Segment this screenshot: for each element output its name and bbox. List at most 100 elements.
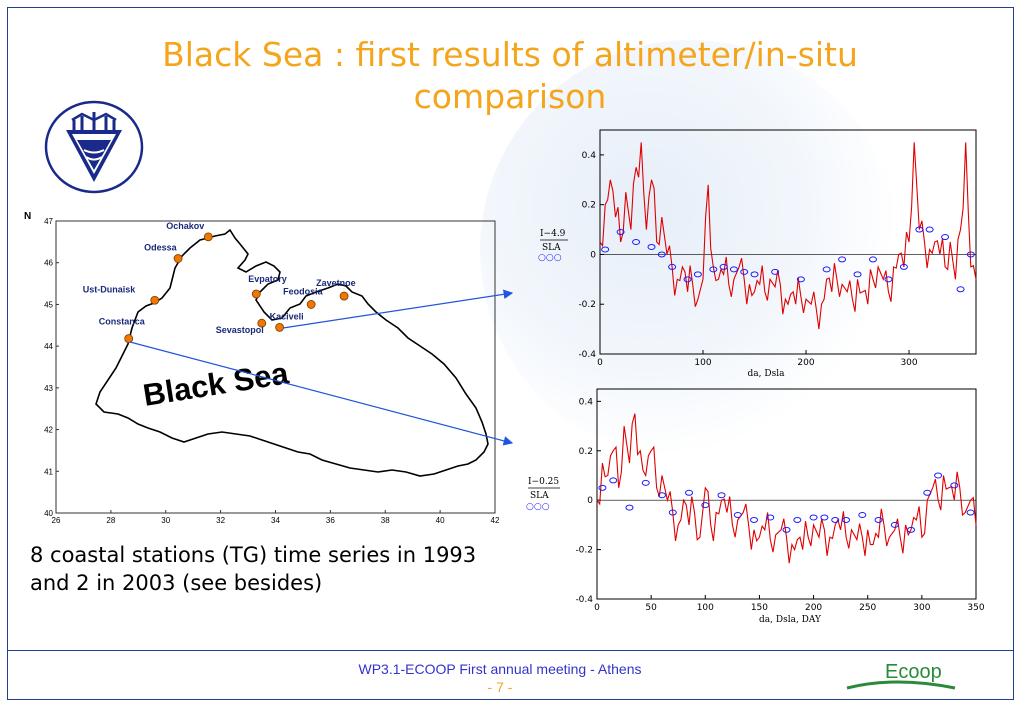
station-marker xyxy=(339,291,349,301)
series-marker xyxy=(915,226,924,233)
x-tick-label: 100 xyxy=(697,603,714,613)
series-marker xyxy=(750,271,759,278)
series-marker xyxy=(616,229,625,236)
series-marker xyxy=(874,516,883,523)
page-number: - 7 - xyxy=(487,679,513,695)
series-marker xyxy=(625,504,634,511)
caption-line-2: and 2 in 2003 (see besides) xyxy=(30,571,323,595)
y-tick-label: 0.2 xyxy=(579,447,593,457)
x-tick-label: 200 xyxy=(805,603,822,613)
map-y-ticks: 40 41 42 43 44 45 46 47 xyxy=(44,217,59,518)
series-marker xyxy=(796,276,805,283)
slide-caption: 8 coastal stations (TG) time series in 1… xyxy=(30,541,550,597)
map-x-ticks: 26 28 30 32 34 36 38 40 42 xyxy=(52,510,500,525)
series-marker xyxy=(601,246,610,253)
chart1-ylabel-line2: SLA xyxy=(542,243,561,253)
series-marker xyxy=(858,512,867,518)
station-marker xyxy=(251,289,261,299)
station-marker xyxy=(257,318,267,328)
y-tick-label: -0.2 xyxy=(575,546,593,556)
series-marker xyxy=(782,526,791,533)
footer-divider xyxy=(8,650,1013,651)
chart1-ylabel-line3: ○○○ xyxy=(538,253,562,263)
series-marker xyxy=(941,234,950,241)
y-tick-label: 0.4 xyxy=(582,151,597,161)
station-marker xyxy=(173,254,183,263)
series-marker xyxy=(899,263,908,270)
x-tick-label: 300 xyxy=(900,358,917,368)
map-y-tick-label: 44 xyxy=(44,342,53,351)
chart1-ylabel-line1: I−4.9 xyxy=(540,229,566,239)
ecoop-logo-icon: Ecoop xyxy=(846,661,956,690)
series-marker xyxy=(907,526,916,533)
arrow-kaciveli-to-chart1 xyxy=(282,289,514,329)
map-x-tick-label: 32 xyxy=(216,516,225,525)
station-label: Sevastopol xyxy=(216,325,264,335)
x-tick-label: 0 xyxy=(597,358,603,368)
series-marker xyxy=(820,514,829,521)
x-tick-label: 350 xyxy=(967,603,984,613)
slide-footer: WP3.1-ECOOP First annual meeting - Athen… xyxy=(250,660,750,696)
map-y-tick-label: 42 xyxy=(44,426,53,435)
series-marker xyxy=(657,492,666,499)
map-north-label: N xyxy=(24,211,31,222)
map-x-tick-label: 42 xyxy=(491,516,500,525)
series-marker xyxy=(733,512,742,518)
series-line xyxy=(596,413,977,564)
map-x-tick-label: 34 xyxy=(271,516,280,525)
series-marker xyxy=(925,226,934,233)
chart1-xlabel: da, Dsla xyxy=(748,369,786,378)
series-marker xyxy=(598,484,607,491)
series-marker xyxy=(685,489,694,496)
series-marker xyxy=(729,266,738,273)
series-marker xyxy=(923,489,932,496)
title-line-1: Black Sea : first results of altimeter/i… xyxy=(162,35,858,74)
series-marker xyxy=(934,472,943,479)
map-y-tick-label: 45 xyxy=(44,300,53,309)
series-marker xyxy=(831,516,840,523)
series-marker xyxy=(822,266,831,273)
y-tick-label: 0.4 xyxy=(579,397,594,407)
station-marker xyxy=(124,334,134,344)
chart2-ylabel-line3: ○○○ xyxy=(526,502,550,512)
y-tick-label: -0.4 xyxy=(575,595,593,605)
chart2-ylabel-line2: SLA xyxy=(530,491,549,501)
map-y-tick-label: 43 xyxy=(44,384,53,393)
series-marker xyxy=(890,521,899,528)
x-tick-label: 150 xyxy=(751,603,768,613)
arrow-constanca-to-chart2 xyxy=(129,341,514,446)
series-marker xyxy=(842,516,851,523)
coastline xyxy=(95,228,489,477)
map-y-tick-label: 40 xyxy=(44,509,53,518)
chart1-ylabel: I−4.9 SLA ○○○ xyxy=(538,229,568,263)
station-label: Constanca xyxy=(99,317,146,327)
series-marker xyxy=(853,271,862,278)
x-tick-label: 300 xyxy=(913,603,930,613)
series-marker xyxy=(740,268,749,275)
x-tick-label: 250 xyxy=(859,603,876,613)
map-x-tick-label: 40 xyxy=(436,516,445,525)
series-marker xyxy=(668,263,677,270)
slide-title: Black Sea : first results of altimeter/i… xyxy=(60,34,960,118)
map-y-tick-label: 41 xyxy=(44,467,53,476)
station-label: Zavetnoe xyxy=(316,278,356,288)
station-label: Evpatory xyxy=(248,274,287,284)
station-label: Feodosia xyxy=(283,286,324,296)
series-marker xyxy=(701,502,710,509)
map-x-tick-label: 30 xyxy=(161,516,170,525)
series-marker xyxy=(956,286,965,293)
chart2-ylabel: I−0.25 SLA ○○○ xyxy=(526,477,560,512)
y-tick-label: 0.2 xyxy=(582,201,596,211)
series-marker xyxy=(719,263,728,270)
series-marker xyxy=(966,251,975,258)
station-label: Odessa xyxy=(144,243,178,253)
title-line-2: comparison xyxy=(413,77,607,116)
series-marker xyxy=(950,482,959,489)
chart2-ylabel-line1: I−0.25 xyxy=(528,477,559,487)
series-marker xyxy=(668,509,677,516)
y-tick-label: -0.2 xyxy=(578,300,596,310)
series-marker xyxy=(683,276,692,283)
map-y-tick-label: 46 xyxy=(44,259,53,268)
series-marker xyxy=(609,477,618,484)
